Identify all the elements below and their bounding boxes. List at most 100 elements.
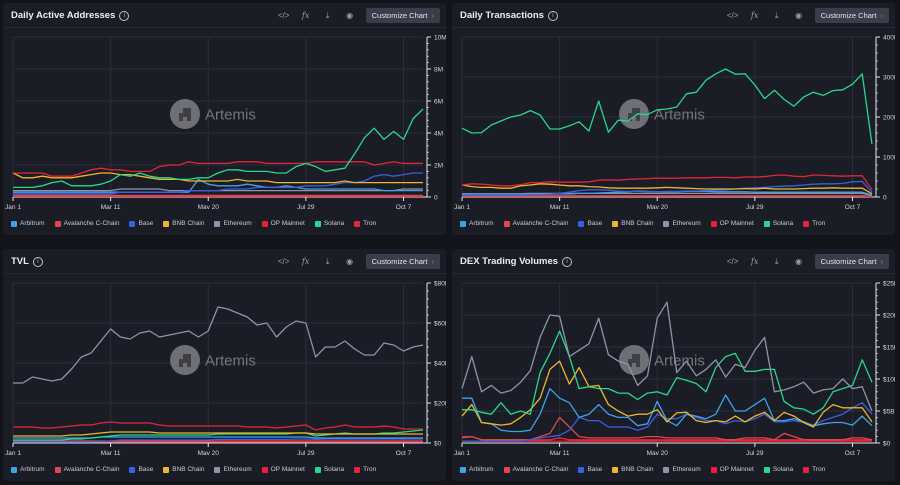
series-line-solana <box>461 68 873 145</box>
download-icon[interactable]: ⤓ <box>774 256 779 266</box>
y-tick-label: $5B <box>883 409 895 416</box>
legend-item[interactable]: BNB Chain <box>163 220 204 227</box>
x-tick-label: Jul 29 <box>746 450 764 455</box>
x-tick-label: May 20 <box>198 204 220 209</box>
chart-plot: $0 $20B $40B $60B $80B Jan 1 Mar 11 May 20 Jul 2… <box>5 281 446 456</box>
watermark-text: Artemis <box>205 107 256 124</box>
watermark-glyph <box>628 354 640 367</box>
legend-item[interactable]: Solana <box>314 466 344 473</box>
chart-plot: 0 100M 200M 300M 400M Jan 1 Mar 11 May 20 Jul 29… <box>454 35 895 210</box>
formula-icon[interactable]: fx <box>301 257 310 266</box>
legend-item[interactable]: Solana <box>314 220 345 227</box>
legend-item[interactable]: OP Mainnet <box>261 466 305 473</box>
legend-item[interactable]: Tron <box>803 220 825 227</box>
legend-item[interactable]: Ethereum <box>663 220 701 227</box>
x-tick-label: Jan 1 <box>454 450 470 455</box>
legend-item[interactable]: Avalanche C-Chain <box>54 220 119 227</box>
legend-item[interactable]: OP Mainnet <box>710 466 754 473</box>
legend-item[interactable]: Base <box>129 466 153 473</box>
legend-swatch <box>710 466 717 473</box>
legend-label: BNB Chain <box>621 466 654 473</box>
camera-icon[interactable]: ◉ <box>795 257 803 266</box>
legend-item[interactable]: BNB Chain <box>163 466 204 473</box>
legend-item[interactable]: Arbitrum <box>460 220 494 227</box>
legend-item[interactable]: Solana <box>763 220 793 227</box>
download-icon[interactable]: ⤓ <box>325 10 330 20</box>
chart-title-wrap: Daily Transactions i <box>460 10 558 21</box>
x-tick-label: Oct 7 <box>845 450 861 455</box>
legend-label: Tron <box>363 220 377 227</box>
customize-chart-button[interactable]: Customize Chart › <box>814 254 889 269</box>
camera-icon[interactable]: ◉ <box>346 257 354 266</box>
series-line-bnb-chain <box>461 183 873 195</box>
legend-swatch <box>710 220 717 227</box>
formula-icon[interactable]: fx <box>750 257 759 266</box>
legend-item[interactable]: BNB Chain <box>612 220 653 227</box>
download-icon[interactable]: ⤓ <box>325 256 330 266</box>
legend-item[interactable]: Tron <box>803 466 825 473</box>
legend-swatch <box>578 466 585 473</box>
embed-code-icon[interactable]: </> <box>726 11 739 20</box>
legend-label: Solana <box>772 466 794 473</box>
info-icon[interactable]: i <box>562 256 573 267</box>
legend-item[interactable]: Ethereum <box>214 220 252 227</box>
legend-item[interactable]: Tron <box>354 220 376 227</box>
legend-item[interactable]: OP Mainnet <box>261 220 305 227</box>
info-icon[interactable]: i <box>32 256 43 267</box>
chevron-right-icon: › <box>880 11 884 20</box>
x-tick-label: Jul 29 <box>297 204 315 209</box>
chart-legend: Arbitrum Avalanche C-Chain Base BNB Chain Et… <box>460 466 825 473</box>
x-tick-label: Oct 7 <box>396 450 412 455</box>
legend-label: Base <box>587 466 603 473</box>
embed-code-icon[interactable]: </> <box>277 11 290 20</box>
customize-chart-button[interactable]: Customize Chart › <box>365 8 440 23</box>
legend-label: Tron <box>812 220 826 227</box>
series-line-base <box>462 180 873 196</box>
legend-item[interactable]: Avalanche C-Chain <box>503 220 568 227</box>
customize-chart-label: Customize Chart <box>371 257 428 266</box>
legend-item[interactable]: Tron <box>354 466 376 473</box>
series-line-tron <box>13 161 423 177</box>
chart-title: DEX Trading Volumes <box>460 256 559 267</box>
legend-swatch <box>129 466 136 473</box>
legend-swatch <box>11 220 17 227</box>
legend-item[interactable]: Arbitrum <box>11 220 45 227</box>
legend-item[interactable]: Ethereum <box>663 466 701 473</box>
legend-item[interactable]: Arbitrum <box>460 466 494 473</box>
x-tick-label: May 20 <box>647 204 669 209</box>
camera-icon[interactable]: ◉ <box>346 11 354 20</box>
formula-icon[interactable]: fx <box>301 11 310 20</box>
camera-icon[interactable]: ◉ <box>795 11 803 20</box>
series-line-ethereum <box>13 306 424 384</box>
customize-chart-button[interactable]: Customize Chart › <box>814 8 889 23</box>
legend-item[interactable]: Base <box>578 220 602 227</box>
legend-item[interactable]: Base <box>578 466 602 473</box>
embed-code-icon[interactable]: </> <box>726 257 739 266</box>
info-icon[interactable]: i <box>547 10 558 21</box>
formula-icon[interactable]: fx <box>750 11 759 20</box>
legend-swatch <box>261 220 268 227</box>
x-tick-label: Jul 29 <box>746 204 764 209</box>
series-line-arbitrum <box>13 178 423 193</box>
legend-item[interactable]: BNB Chain <box>612 466 653 473</box>
x-tick-label: Mar 11 <box>101 204 121 209</box>
chevron-right-icon: › <box>880 257 884 266</box>
legend-item[interactable]: Avalanche C-Chain <box>54 466 119 473</box>
embed-code-icon[interactable]: </> <box>277 257 290 266</box>
legend-item[interactable]: Solana <box>763 466 794 473</box>
customize-chart-label: Customize Chart <box>820 11 877 20</box>
info-icon[interactable]: i <box>119 10 130 21</box>
legend-label: Tron <box>363 466 377 473</box>
legend-item[interactable]: OP Mainnet <box>710 220 754 227</box>
legend-item[interactable]: Avalanche C-Chain <box>503 466 568 473</box>
legend-item[interactable]: Base <box>129 220 153 227</box>
legend-item[interactable]: Arbitrum <box>11 466 45 473</box>
customize-chart-button[interactable]: Customize Chart › <box>365 254 440 269</box>
chart-title-wrap: TVL i <box>11 256 43 267</box>
download-icon[interactable]: ⤓ <box>774 10 779 20</box>
y-tick-label: $60B <box>434 321 446 328</box>
legend-label: Solana <box>323 220 345 227</box>
y-tick-label: 400M <box>883 35 895 42</box>
y-tick-label: $0 <box>883 441 891 448</box>
legend-item[interactable]: Ethereum <box>214 466 252 473</box>
